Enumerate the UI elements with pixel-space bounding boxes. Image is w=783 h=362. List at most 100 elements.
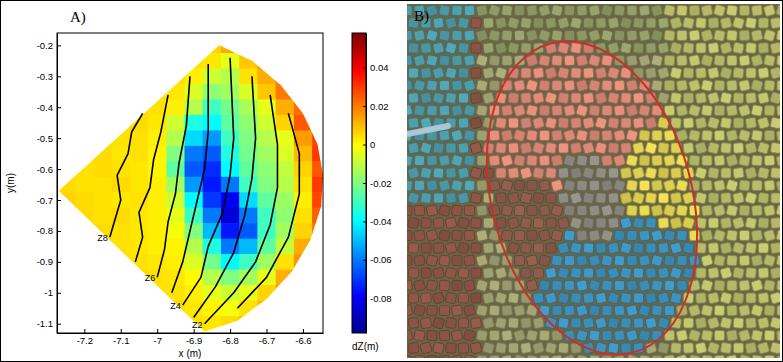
photo-block [776,355,780,358]
photo-block [627,6,637,16]
photo-block [526,230,537,241]
photo-block [726,130,738,142]
y-tick-label: -0.2 [37,40,53,51]
photo-block [764,55,776,67]
photo-block [682,4,694,5]
photo-block [451,205,462,216]
heatmap-cell [276,177,295,193]
heatmap-cell [257,254,276,270]
photo-block [463,304,475,316]
photo-block [495,42,507,54]
photo-block [770,242,780,253]
heatmap-cell [312,161,323,177]
x-tick-label: -7.1 [113,335,129,346]
photo-block [452,31,462,41]
heatmap-cell [294,115,313,131]
colorbar-tick-label: -0.02 [370,178,392,189]
contour-line [205,95,278,324]
photo-block [688,104,700,116]
photo-block [445,217,457,229]
photo-block [439,330,450,341]
photo-block [758,92,770,104]
photo-block [515,6,525,16]
photo-block [426,305,437,316]
photo-block [476,305,488,317]
contour-line [172,64,208,293]
photo-block [533,292,544,303]
heatmap-cell [257,177,276,193]
photo-block [751,105,763,117]
photo-block [727,80,738,91]
x-tick-mark [194,329,195,333]
photo-block [776,30,780,41]
photo-block [751,330,763,342]
photo-block [708,243,719,254]
heatmap-cell [112,177,131,193]
photo-block [746,318,757,329]
photo-block [663,204,675,216]
x-axis: -7.2-7.1-7-6.9-6.8-6.7-6.6 [58,329,324,346]
colorbar-tick: -0.04 [363,216,392,227]
photo-block [557,42,569,54]
photo-block [545,267,557,279]
heatmap-cell [166,285,185,301]
photo-block [533,192,544,203]
photo-block [696,68,707,79]
photo-block [514,155,526,167]
photo-block [426,254,438,266]
photo-block [415,181,425,191]
photo-block [551,5,563,17]
photo-block [526,30,538,42]
photo-block [501,5,512,16]
heatmap-cell [148,192,167,208]
heatmap-cell [239,208,258,224]
heatmap-cell [203,115,222,131]
photo-block [521,318,532,329]
photo-block [440,81,450,91]
figure-border [1,1,783,362]
photo-block [408,318,419,329]
photo-block [570,267,581,278]
heatmap-cell [294,146,313,162]
photo-block [445,67,457,79]
photo-block [551,230,563,242]
photo-block [664,280,675,291]
photo-block [651,229,663,241]
photo-block [457,4,469,5]
photo-block [514,80,526,92]
photo-block [776,130,780,141]
photo-block [433,342,445,354]
photo-block [539,155,550,166]
photo-block [621,118,631,128]
heatmap-cell [130,146,149,162]
photo-block [470,217,481,228]
photo-block [501,230,512,241]
heatmap-cell [276,146,295,162]
photo-block [670,267,682,279]
photo-block [614,330,625,341]
photo-block [421,268,432,279]
photo-block [458,68,469,79]
photo-block [421,218,432,229]
photo-block [552,81,562,91]
photo-block [589,355,600,358]
photo-block [408,242,419,253]
photo-block [638,54,650,66]
photo-block [470,117,482,129]
photo-block [451,180,463,192]
photo-block [670,217,682,229]
photo-block [726,330,737,341]
photo-block [470,317,481,328]
heatmap-cell [221,130,240,146]
colorbar-tick-mark [363,68,366,69]
heatmap-cell [221,146,240,162]
colorbar-tick-mark [363,298,366,299]
colorbar-tick-mark [363,145,366,146]
colorbar-tick-mark [363,183,366,184]
photo-block [558,292,570,304]
photo-block [607,267,619,279]
heatmap-cell [185,223,204,239]
photo-block [482,342,494,354]
photo-block [539,80,550,91]
photo-block [464,355,476,358]
